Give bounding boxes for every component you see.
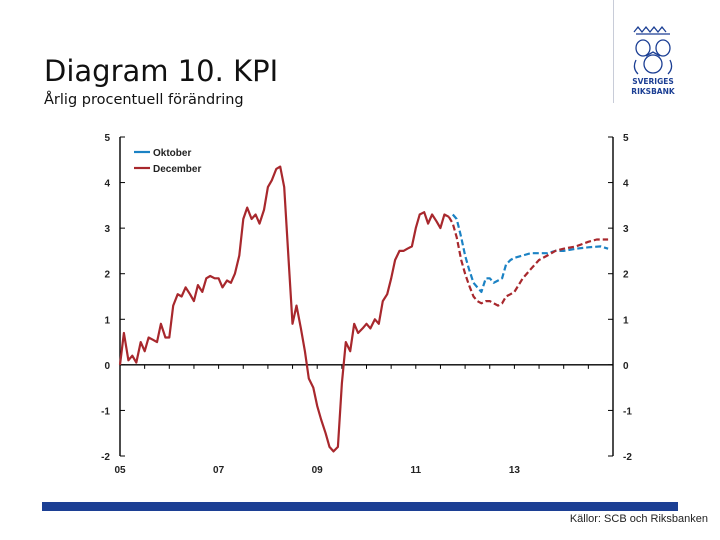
y-tick-label-right: 3 [623,224,629,235]
logo-divider [613,0,614,103]
y-tick-label-left: -1 [101,406,110,417]
page-title: Diagram 10. KPI [44,54,279,88]
series-line-december-prognos [447,216,609,307]
logo-text-sveriges: SVERIGES [632,77,674,86]
chart-lines [118,165,609,453]
riksbank-logo: SVERIGES RIKSBANK [631,25,676,96]
y-tick-label-left: 3 [104,224,110,235]
source-note: Källor: SCB och Riksbanken [569,513,708,525]
y-tick-label-right: -1 [623,406,632,417]
y-tick-label-right: 2 [623,270,629,281]
x-tick-label: 09 [312,465,324,476]
legend-label: December [153,164,201,175]
y-tick-label-left: 4 [104,179,110,190]
y-tick-label-left: 1 [104,315,110,326]
y-tick-label-left: 0 [104,361,110,372]
chart-axes: -2 -2-1 -10 01 12 23 34 45 505 07 09 11 13 [101,133,632,476]
y-tick-label-right: 0 [623,361,629,372]
page-subtitle: Årlig procentuell förändring [44,92,244,108]
footer-bar [42,502,678,511]
y-tick-label-right: 5 [623,133,629,144]
x-tick-label: 11 [411,465,422,476]
y-tick-label-left: -2 [101,452,110,463]
y-tick-label-right: -2 [623,452,632,463]
legend-label: Oktober [153,148,191,159]
x-tick-label: 05 [114,465,126,476]
chart-legend: Oktober December [134,148,201,175]
x-tick-label: 07 [213,465,225,476]
y-tick-label-right: 1 [623,315,629,326]
y-tick-label-left: 5 [104,133,110,144]
series-line-oktober [451,213,609,293]
x-tick-label: 13 [509,465,521,476]
series-line-december [118,165,450,453]
logo-text-riksbank: RIKSBANK [631,87,676,96]
y-tick-label-right: 4 [623,179,629,190]
y-tick-label-left: 2 [104,270,110,281]
